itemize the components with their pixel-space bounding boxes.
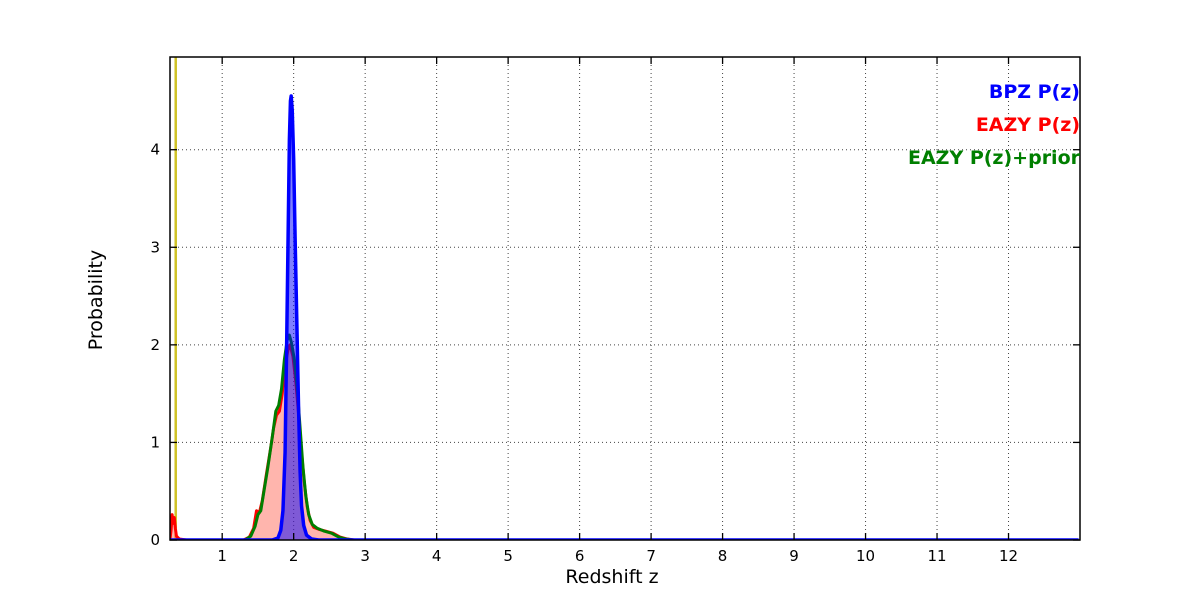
x-tick-label: 6 [575,547,585,565]
x-tick-label: 9 [789,547,799,565]
legend: BPZ P(z) EAZY P(z) EAZY P(z)+prior [908,76,1080,175]
x-tick-label: 5 [503,547,513,565]
x-tick-label: 11 [927,547,946,565]
legend-entry-bpz: BPZ P(z) [988,81,1080,103]
x-tick-label: 10 [856,547,875,565]
y-axis-label: Probability [85,249,107,351]
x-tick-label: 4 [432,547,442,565]
axes-background [170,57,1080,540]
legend-entry-eazy-prior: EAZY P(z)+prior [907,147,1080,169]
curve-fill-eazy-p-z- [170,344,1079,540]
y-tick-label: 2 [150,336,160,354]
x-tick-label: 12 [999,547,1018,565]
curve-line-bpz-p-z- [170,94,1079,540]
x-tick-label: 8 [718,547,728,565]
x-tick-label: 1 [217,547,227,565]
legend-entry-eazy: EAZY P(z) [975,114,1080,136]
x-tick-label: 3 [360,547,370,565]
x-tick-label: 7 [646,547,656,565]
x-axis-label: Redshift z [565,566,659,588]
y-tick-label: 1 [150,433,160,451]
y-tick-label: 3 [150,238,160,256]
x-tick-label: 2 [289,547,299,565]
y-tick-label: 4 [150,141,160,159]
y-tick-label: 0 [150,531,160,549]
axes-spines [169,56,1081,541]
